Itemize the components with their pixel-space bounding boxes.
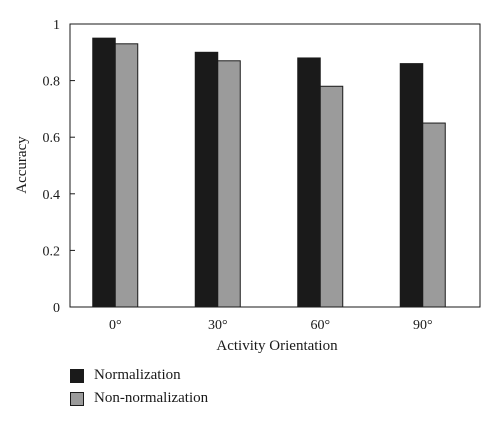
legend-item-non-normalization: Non-normalization [70,387,208,410]
legend-label-non-normalization: Non-normalization [94,390,209,406]
bar-non-normalization-0 [114,43,139,308]
legend-swatch-normalization [70,368,84,383]
x-tick-label: 0° [109,318,122,333]
x-tick-label: 90° [413,318,433,333]
legend-label-normalization: Normalization [94,367,181,383]
bar-normalization-1 [194,51,219,308]
y-tick-label: 0.4 [43,188,61,203]
bar-non-normalization-1 [217,60,241,308]
plot-frame [69,23,481,308]
bar-normalization-0 [92,37,116,308]
bars [92,37,446,308]
bar-non-normalization-2 [319,85,344,308]
bar-non-normalization-3 [422,122,446,308]
y-axis-label: Accuracy [14,136,30,194]
y-axis: 0 0.2 0.4 0.6 0.8 1 [43,18,75,316]
legend: Normalization Non-normalization [70,364,208,410]
x-tick-label: 30° [208,318,228,333]
y-tick-label: 1 [53,18,60,33]
y-tick-label: 0.6 [43,131,61,146]
bar-normalization-2 [297,57,321,308]
x-axis-label: Activity Orientation [216,338,338,354]
y-tick-label: 0.8 [43,75,61,90]
y-tick-label: 0.2 [43,244,61,259]
legend-item-normalization: Normalization [70,364,208,387]
legend-swatch-non-normalization [70,391,84,406]
y-tick-label: 0 [53,301,60,316]
bar-normalization-3 [399,63,424,308]
x-tick-label: 60° [310,318,330,333]
